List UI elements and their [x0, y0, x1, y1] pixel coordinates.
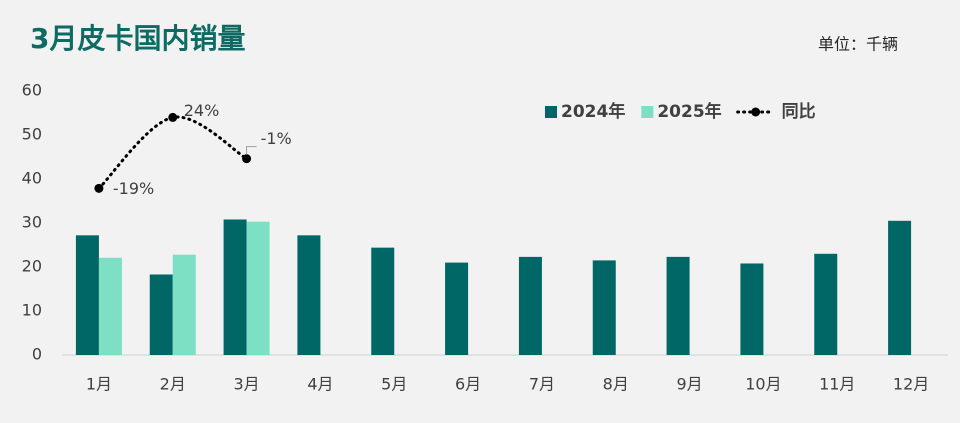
- x-tick-label: 3月: [233, 375, 259, 394]
- x-tick-label: 12月: [893, 375, 929, 394]
- y-tick-label: 50: [22, 125, 42, 144]
- bar: [445, 262, 469, 355]
- yoy-marker: [94, 183, 104, 193]
- bar: [518, 256, 542, 355]
- legend-label: 2025年: [657, 101, 721, 122]
- x-tick-label: 7月: [529, 375, 555, 394]
- data-label: -1%: [261, 129, 292, 148]
- y-tick-label: 20: [22, 257, 42, 276]
- legend-swatch: [545, 106, 557, 118]
- x-tick-label: 11月: [819, 375, 855, 394]
- data-label: 24%: [184, 101, 220, 120]
- y-tick-label: 0: [32, 345, 42, 364]
- unit-label: 单位：千辆: [818, 35, 898, 54]
- x-tick-label: 8月: [603, 375, 629, 394]
- x-tick-label: 6月: [455, 375, 481, 394]
- y-tick-label: 30: [22, 213, 42, 232]
- legend-swatch: [751, 107, 761, 117]
- bar: [666, 256, 690, 355]
- bar: [172, 254, 196, 355]
- y-tick-label: 10: [22, 301, 42, 320]
- bar: [814, 253, 838, 355]
- legend-swatch: [641, 106, 654, 118]
- yoy-marker: [168, 112, 178, 122]
- bar: [297, 235, 321, 355]
- x-tick-label: 5月: [381, 375, 407, 394]
- x-tick-label: 4月: [307, 375, 333, 394]
- bar: [888, 220, 912, 355]
- chart-title: 3月皮卡国内销量: [30, 22, 245, 55]
- bar: [592, 260, 616, 355]
- bar: [246, 221, 270, 355]
- bar: [223, 219, 247, 355]
- legend-label: 2024年: [561, 101, 625, 122]
- bar: [98, 257, 122, 355]
- bar: [371, 247, 395, 355]
- bar: [740, 263, 764, 355]
- leader-line: [246, 146, 257, 155]
- y-tick-label: 60: [22, 81, 42, 100]
- yoy-marker: [242, 154, 252, 164]
- x-tick-label: 2月: [160, 375, 186, 394]
- data-label: -19%: [113, 179, 154, 198]
- legend-label: 同比: [782, 101, 816, 122]
- x-tick-label: 9月: [676, 375, 702, 394]
- x-tick-label: 10月: [745, 375, 781, 394]
- bar: [149, 274, 173, 355]
- x-tick-label: 1月: [86, 375, 112, 394]
- bar: [75, 235, 99, 355]
- y-tick-label: 40: [22, 169, 42, 188]
